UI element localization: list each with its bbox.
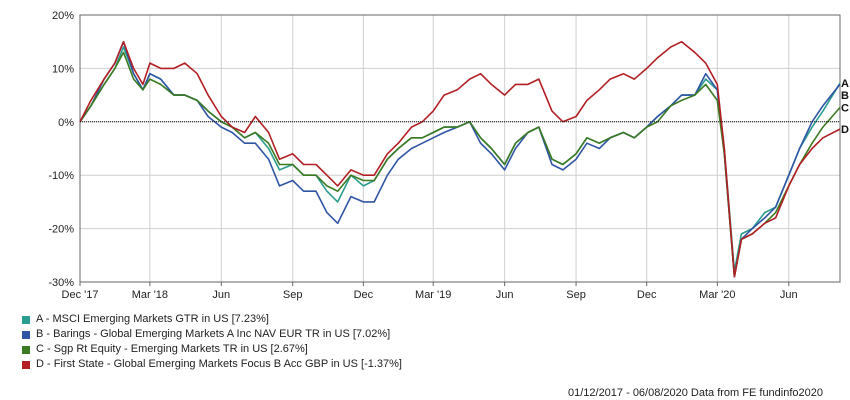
series-end-label-a: A [841, 78, 849, 90]
legend-swatch-c [22, 345, 30, 354]
series-lines [79, 40, 841, 278]
line-chart: 20% 10% 0% -10% -20% -30% Dec '17 Mar '18 Jun Se… [48, 10, 849, 301]
data-source-footer: 01/12/2017 - 06/08/2020 Data from FE fun… [567, 387, 823, 399]
y-tick-label: 20% [52, 10, 74, 22]
legend-item-c: C - Sgp Rt Equity - Emerging Markets TR … [22, 342, 402, 357]
y-axis-ticks: 20% 10% 0% -10% -20% -30% [48, 10, 74, 289]
y-tick-label: 0% [58, 117, 74, 129]
legend-swatch-b [22, 330, 30, 339]
x-tick-label: Dec [637, 289, 657, 301]
x-tick-label: Dec '17 [62, 289, 99, 301]
x-axis-ticks: Dec '17 Mar '18 Jun Sep Dec Mar '19 Jun Sep Dec M… [62, 282, 798, 301]
chart-legend: A - MSCI Emerging Markets GTR in US [7.2… [22, 312, 402, 372]
legend-label-a: A - MSCI Emerging Markets GTR in US [7.2… [36, 313, 269, 325]
series-end-label-d: D [841, 124, 849, 136]
x-tick-label: Sep [283, 289, 303, 301]
legend-swatch-a [22, 315, 30, 324]
x-tick-label: Jun [496, 289, 514, 301]
x-tick-label: Sep [566, 289, 586, 301]
y-tick-label: -30% [48, 277, 74, 289]
legend-item-d: D - First State - Global Emerging Market… [22, 357, 402, 372]
series-line-d [79, 40, 841, 278]
y-tick-label: -20% [48, 224, 74, 236]
series-line-c [79, 51, 841, 278]
plot-frame [79, 14, 841, 283]
legend-item-b: B - Barings - Global Emerging Markets A … [22, 327, 402, 342]
x-tick-label: Mar '20 [699, 289, 735, 301]
x-tick-label: Mar '19 [415, 289, 451, 301]
chart-gridlines [79, 14, 840, 283]
series-end-label-b: B [841, 90, 849, 102]
x-tick-label: Mar '18 [132, 289, 168, 301]
y-tick-label: 10% [52, 63, 74, 75]
legend-swatch-d [22, 360, 30, 369]
series-line-a [79, 46, 841, 273]
x-tick-label: Dec [354, 289, 374, 301]
series-line-b [79, 40, 841, 278]
series-end-label-c: C [841, 103, 849, 115]
legend-label-b: B - Barings - Global Emerging Markets A … [36, 328, 391, 340]
x-tick-label: Jun [212, 289, 230, 301]
y-tick-label: -10% [48, 170, 74, 182]
legend-label-d: D - First State - Global Emerging Market… [36, 358, 402, 370]
legend-label-c: C - Sgp Rt Equity - Emerging Markets TR … [36, 343, 308, 355]
x-tick-label: Jun [780, 289, 798, 301]
legend-item-a: A - MSCI Emerging Markets GTR in US [7.2… [22, 312, 402, 327]
